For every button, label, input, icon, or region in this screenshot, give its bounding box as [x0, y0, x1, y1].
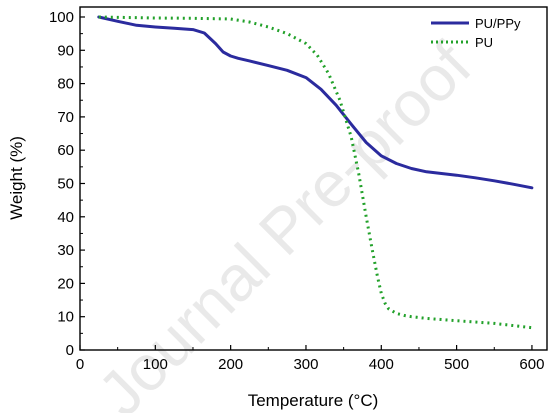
x-axis-title: Temperature (°C)	[248, 391, 379, 410]
legend-label-pu: PU	[475, 35, 493, 50]
y-tick-label: 20	[57, 275, 74, 292]
x-tick-label: 300	[293, 356, 318, 373]
plot-area-frame	[79, 6, 548, 351]
x-tick-label: 200	[218, 356, 243, 373]
x-tick-label: 100	[143, 356, 168, 373]
y-axis-title: Weight (%)	[7, 136, 26, 220]
y-tick-label: 40	[57, 209, 74, 226]
y-tick-label: 60	[57, 142, 74, 159]
series-layer	[97, 15, 534, 330]
axis-ticks: 0 100 200 300 400 500 600 0 10 20 30 40 50 60 70 80 90 10…	[49, 9, 544, 373]
x-tick-label: 400	[369, 356, 394, 373]
x-tick-label: 500	[444, 356, 469, 373]
x-tick-label: 0	[76, 356, 84, 373]
legend: PU/PPy PU	[431, 16, 521, 50]
legend-label-pu-ppy: PU/PPy	[475, 16, 521, 31]
y-tick-label: 0	[66, 342, 74, 359]
y-tick-label: 10	[57, 309, 74, 326]
x-tick-label: 600	[519, 356, 544, 373]
series-line-pu-ppy	[97, 15, 534, 190]
y-tick-label: 50	[57, 175, 74, 192]
y-tick-label: 90	[57, 42, 74, 59]
series-line-pu	[98, 15, 533, 330]
y-tick-label: 80	[57, 76, 74, 93]
y-tick-label: 30	[57, 242, 74, 259]
y-tick-label: 70	[57, 109, 74, 126]
y-tick-label: 100	[49, 9, 74, 26]
